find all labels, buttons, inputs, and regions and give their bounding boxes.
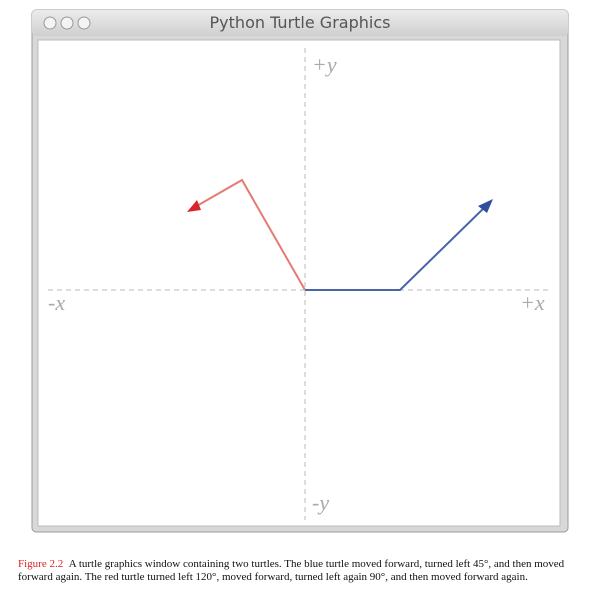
y-positive-label: +y <box>312 52 337 77</box>
zoom-button[interactable] <box>77 16 91 30</box>
red-turtle-path <box>194 178 306 291</box>
red-turtle <box>187 200 201 212</box>
caption-text: A turtle graphics window containing two … <box>18 558 565 583</box>
caption-label: Figure 2.2 <box>18 558 64 570</box>
close-button[interactable] <box>43 16 57 30</box>
x-positive-label: +x <box>520 290 545 315</box>
x-negative-label: -x <box>48 290 65 315</box>
canvas <box>37 39 561 527</box>
minimize-button[interactable] <box>60 16 74 30</box>
title-bar <box>32 10 568 36</box>
y-negative-label: -y <box>312 490 329 515</box>
blue-turtle <box>478 199 493 213</box>
figure: Python Turtle Graphics +y -y -x +x <box>31 9 569 533</box>
blue-turtle-path <box>305 205 487 291</box>
caption: Figure 2.2 A turtle graphics window cont… <box>18 558 583 584</box>
window-title: Python Turtle Graphics <box>210 13 391 32</box>
